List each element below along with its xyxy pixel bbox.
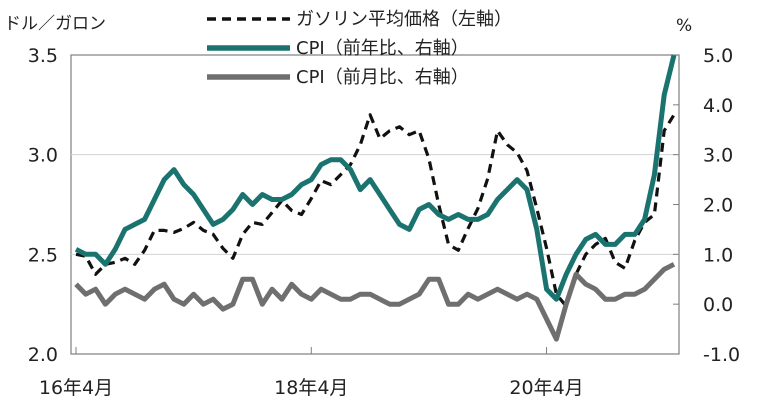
y-right-tick-label: 2.0 xyxy=(703,195,733,217)
x-tick-label: 16年4月 xyxy=(39,377,113,399)
series-gasoline-line xyxy=(75,113,676,308)
y-left-tick-label: 2.5 xyxy=(28,244,58,266)
legend-label-cpi-yoy: CPI（前年比、右軸） xyxy=(296,38,469,59)
legend: ガソリン平均価格（左軸） CPI（前年比、右軸） CPI（前月比、右軸） xyxy=(207,9,512,88)
series-layer xyxy=(74,54,677,342)
y-left-axis-label: ドル／ガロン xyxy=(4,14,106,34)
y-right-tick-label: 4.0 xyxy=(703,95,733,117)
y-right-tick-label: 1.0 xyxy=(703,244,733,266)
series-cpi-mom-line xyxy=(74,262,676,342)
y-right-tick-label: -1.0 xyxy=(703,344,740,366)
legend-label-gasoline: ガソリン平均価格（左軸） xyxy=(296,9,512,30)
y-right-tick-label: 5.0 xyxy=(703,45,733,67)
y-right-axis-label: % xyxy=(676,16,692,36)
y-right-tick-label: 0.0 xyxy=(703,294,733,316)
y-left-tick-label: 3.5 xyxy=(28,45,58,67)
y-left-tick-label: 3.0 xyxy=(28,145,58,167)
legend-label-cpi-mom: CPI（前月比、右軸） xyxy=(296,67,469,88)
y-right-tick-label: 3.0 xyxy=(703,145,733,167)
series-cpi-yoy-line xyxy=(74,54,677,302)
x-tick-label: 20年4月 xyxy=(509,377,583,399)
axes-layer: 2.0 2.5 3.0 3.5 -1.0 0.0 1.0 2.0 3.0 4.0 5.0 16年4月 1… xyxy=(28,45,740,399)
x-tick-label: 18年4月 xyxy=(274,377,348,399)
y-left-tick-label: 2.0 xyxy=(28,344,58,366)
plot-frame xyxy=(70,54,680,355)
